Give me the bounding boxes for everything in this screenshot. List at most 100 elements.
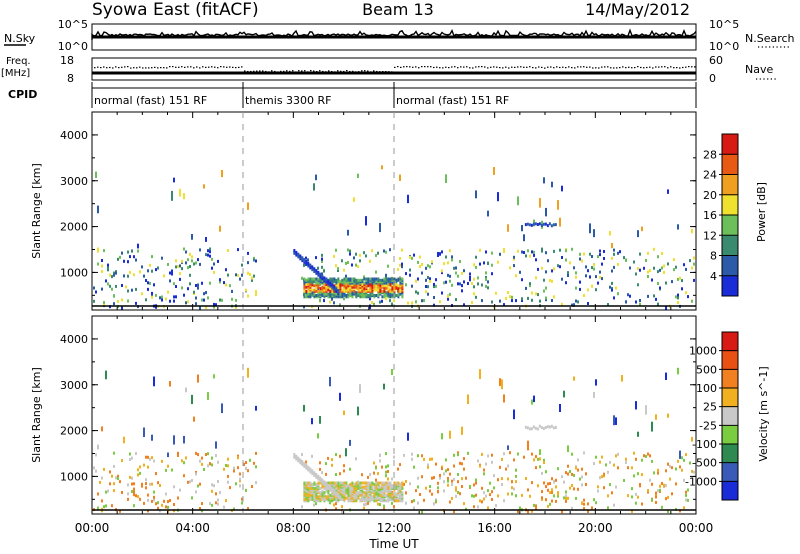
nave-dot bbox=[601, 66, 603, 68]
rti-cell bbox=[691, 266, 693, 270]
rti-cell bbox=[577, 487, 579, 491]
rti-cell bbox=[377, 251, 379, 255]
nave-dot bbox=[388, 71, 390, 73]
rti-cell bbox=[473, 494, 475, 498]
colorbar-tick-label: 4 bbox=[710, 270, 717, 283]
y-tick-label: 1000 bbox=[60, 266, 88, 279]
rti-cell bbox=[121, 306, 123, 310]
rti-cell bbox=[301, 453, 303, 457]
rti-cell bbox=[611, 288, 613, 292]
nave-dot bbox=[604, 66, 606, 68]
rti-cell bbox=[535, 258, 537, 262]
noise-sky-trace bbox=[91, 28, 697, 40]
rti-cell bbox=[225, 268, 227, 272]
rti-cell bbox=[375, 280, 378, 284]
nave-dot bbox=[529, 66, 531, 68]
rti-cell bbox=[515, 468, 517, 472]
rti-cell bbox=[123, 436, 125, 444]
rti-cell bbox=[367, 294, 370, 297]
rti-cell bbox=[199, 248, 201, 252]
rti-cell bbox=[387, 464, 389, 468]
rti-cell bbox=[313, 277, 316, 281]
nave-dot bbox=[289, 70, 291, 72]
colorbar-segment bbox=[722, 462, 738, 482]
rti-cell bbox=[603, 472, 605, 476]
rti-cell bbox=[319, 277, 322, 281]
rti-cell bbox=[347, 498, 350, 501]
nave-dot bbox=[151, 67, 153, 69]
rti-cell bbox=[467, 394, 469, 405]
rti-cell bbox=[631, 509, 633, 513]
nave-dot bbox=[409, 66, 411, 68]
rti-cell bbox=[197, 453, 199, 457]
rti-cell bbox=[471, 494, 473, 498]
rti-cell bbox=[363, 499, 366, 503]
rti-cell bbox=[387, 292, 390, 296]
colorbar-segment bbox=[722, 255, 738, 277]
rti-cell bbox=[589, 223, 591, 234]
rti-cell bbox=[385, 470, 387, 474]
rti-cell bbox=[431, 492, 433, 496]
nave-dot bbox=[511, 66, 513, 68]
rti-cell bbox=[317, 277, 320, 281]
nave-dot bbox=[562, 66, 564, 68]
rti-cell bbox=[173, 503, 175, 506]
rti-cell bbox=[635, 300, 637, 304]
freq-label: Freq. bbox=[6, 56, 31, 67]
rti-cell bbox=[309, 493, 312, 497]
rti-cell bbox=[137, 243, 139, 249]
rti-cell bbox=[205, 453, 207, 456]
rti-cell bbox=[309, 481, 312, 485]
rti-cell bbox=[379, 454, 381, 458]
rti-cell bbox=[565, 497, 567, 500]
rti-cell bbox=[127, 497, 129, 501]
rti-cell bbox=[335, 502, 337, 506]
rti-cell bbox=[479, 499, 481, 503]
rti-cell bbox=[163, 499, 165, 503]
rti-cell bbox=[681, 456, 683, 460]
rti-cell bbox=[169, 299, 171, 303]
nave-dot bbox=[427, 66, 429, 68]
rti-cell bbox=[127, 260, 129, 264]
rti-cell bbox=[251, 278, 253, 282]
rti-cell bbox=[377, 481, 380, 485]
rti-cell bbox=[213, 484, 215, 488]
rti-cell bbox=[113, 489, 115, 493]
rti-cell bbox=[552, 223, 555, 227]
rti-cell bbox=[541, 471, 543, 475]
rti-cell bbox=[635, 401, 637, 410]
nave-dot bbox=[403, 66, 405, 68]
rti-cell bbox=[143, 501, 145, 505]
rti-cell bbox=[524, 223, 527, 227]
rti-cell bbox=[433, 476, 435, 480]
rti-cell bbox=[611, 256, 613, 260]
rti-cell bbox=[155, 472, 157, 476]
rti-cell bbox=[421, 263, 423, 266]
nave-dot bbox=[502, 67, 504, 69]
rti-cell bbox=[651, 498, 653, 502]
rti-cell bbox=[542, 427, 545, 430]
nave-dot bbox=[613, 67, 615, 69]
rti-cell bbox=[479, 369, 481, 380]
rti-cell bbox=[453, 510, 455, 514]
rti-cell bbox=[239, 477, 241, 481]
rti-cell bbox=[421, 454, 423, 458]
rti-cell bbox=[475, 265, 477, 269]
rti-cell bbox=[507, 464, 509, 468]
rti-cell bbox=[121, 251, 123, 255]
rti-cell bbox=[423, 299, 425, 303]
rti-cell bbox=[225, 464, 227, 467]
rti-cell bbox=[339, 472, 341, 476]
rti-cell bbox=[97, 205, 99, 214]
rti-cell bbox=[93, 466, 95, 470]
rti-cell bbox=[545, 498, 547, 502]
rti-cell bbox=[681, 279, 683, 283]
rti-cell bbox=[317, 270, 320, 274]
rti-cell bbox=[169, 271, 171, 275]
rti-cell bbox=[579, 257, 581, 261]
rti-cell bbox=[671, 466, 673, 470]
nave-dot bbox=[439, 67, 441, 69]
rti-cell bbox=[557, 200, 559, 210]
rti-cell bbox=[641, 502, 643, 506]
rti-cell bbox=[183, 293, 185, 297]
